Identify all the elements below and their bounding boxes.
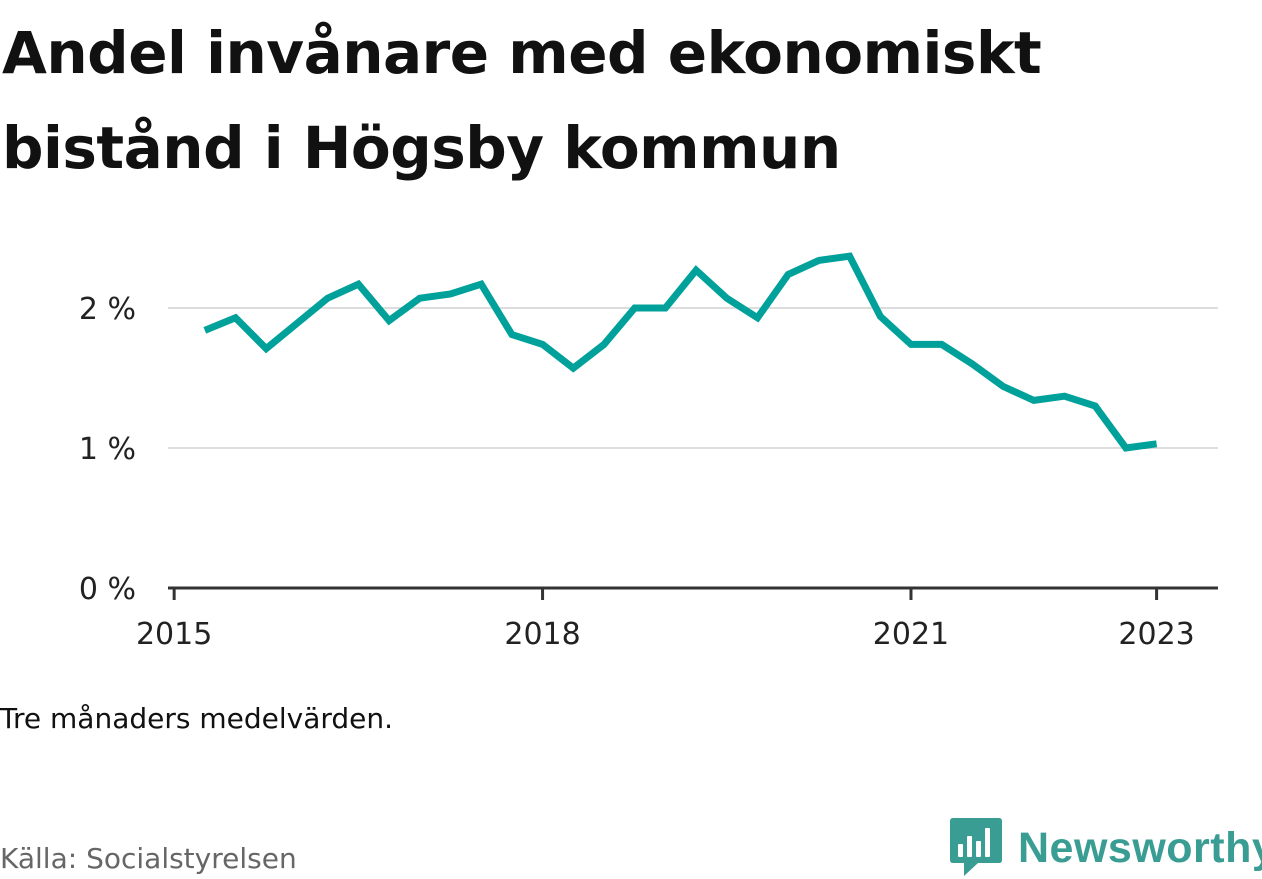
brand-logo[interactable]: Newsworthy: [950, 818, 1262, 878]
chart-note: Tre månaders medelvärden.: [0, 702, 394, 735]
chart-title: Andel invånare med ekonomiskt bistånd i …: [2, 19, 1042, 182]
brand-name: Newsworthy: [1018, 823, 1262, 872]
series-line: [203, 252, 1158, 452]
gridlines: [168, 307, 1218, 449]
x-tick-label-1: 2018: [504, 617, 580, 652]
y-tick-label-1: 1 %: [79, 432, 136, 467]
newsworthy-logo-icon: [950, 818, 1002, 876]
x-axis-ticks: 2015 2018 2021 2023: [136, 588, 1195, 652]
y-axis-labels: 0 % 1 % 2 %: [79, 292, 136, 607]
x-tick-label-0: 2015: [136, 617, 212, 652]
source-text: Källa: Socialstyrelsen: [0, 842, 297, 875]
line-chart: 0 % 1 % 2 % 2015 2018 2021 2023: [79, 252, 1218, 652]
x-tick-label-2: 2021: [873, 617, 949, 652]
y-tick-label-0: 0 %: [79, 572, 136, 607]
y-tick-label-2: 2 %: [79, 292, 136, 327]
x-tick-label-3: 2023: [1118, 617, 1194, 652]
